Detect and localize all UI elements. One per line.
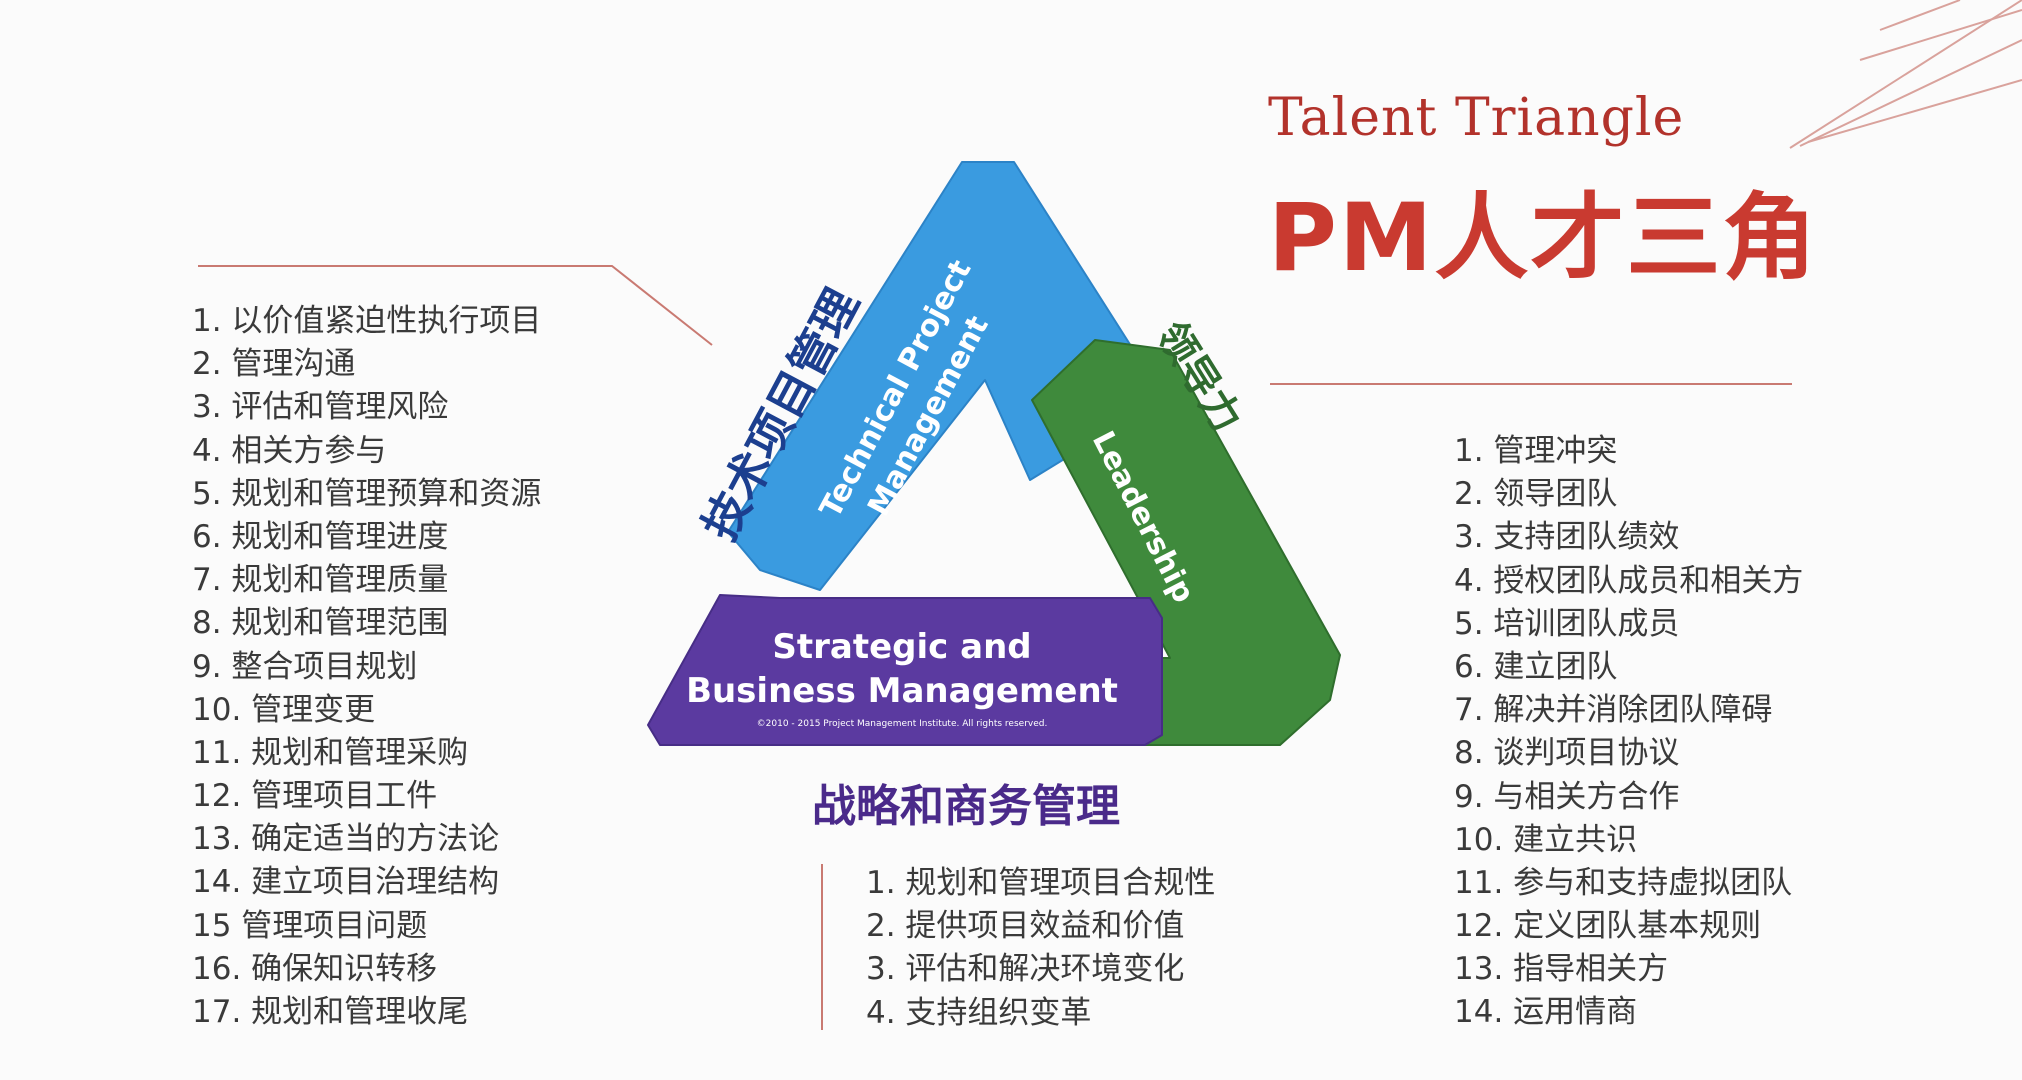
title-english: Talent Triangle (1268, 88, 1685, 148)
list-item: 11. 规划和管理采购 (192, 734, 469, 771)
title-chinese: PM人才三角 (1268, 184, 1819, 293)
label-strategic-zh: 战略和商务管理 (812, 781, 1120, 832)
copyright-text: ©2010 - 2015 Project Management Institut… (757, 719, 1048, 729)
list-item: 16. 确保知识转移 (192, 950, 438, 987)
list-item: 4. 授权团队成员和相关方 (1454, 562, 1804, 599)
list-item: 5. 规划和管理预算和资源 (192, 475, 542, 512)
list-item: 3. 支持团队绩效 (1454, 519, 1680, 556)
list-item: 3. 评估和管理风险 (192, 389, 449, 426)
list-item: 5. 培训团队成员 (1454, 605, 1680, 642)
list-item: 2. 提供项目效益和价值 (866, 908, 1185, 945)
list-item: 14. 运用情商 (1454, 994, 1638, 1031)
list-item: 9. 与相关方合作 (1454, 778, 1680, 815)
list-item: 7. 规划和管理质量 (192, 562, 449, 599)
list-item: 10. 建立共识 (1454, 821, 1638, 858)
list-item: 8. 谈判项目协议 (1454, 735, 1680, 772)
technical-segment (727, 161, 1165, 591)
list-item: 3. 评估和解决环境变化 (866, 951, 1185, 988)
list-item: 4. 支持组织变革 (866, 994, 1092, 1031)
strategic-list: 1. 规划和管理项目合规性 2. 提供项目效益和价值 3. 评估和解决环境变化 … (866, 862, 1215, 1035)
list-item: 4. 相关方参与 (192, 432, 387, 469)
list-item: 2. 领导团队 (1454, 476, 1618, 513)
list-item: 12. 管理项目工件 (192, 778, 438, 815)
list-item: 17. 规划和管理收尾 (192, 994, 469, 1030)
list-item: 6. 建立团队 (1454, 648, 1618, 685)
list-item: 1. 规划和管理项目合规性 (866, 865, 1216, 901)
list-item: 1. 以价值紧迫性执行项目 (192, 303, 542, 339)
list-item: 8. 规划和管理范围 (192, 605, 449, 642)
list-item: 1. 管理冲突 (1454, 433, 1618, 469)
list-item: 6. 规划和管理进度 (192, 518, 449, 555)
leadership-list: 1. 管理冲突 2. 领导团队 3. 支持团队绩效 4. 授权团队成员和相关方 … (1454, 430, 1803, 1035)
strategic-segment (647, 594, 1163, 746)
list-item: 10. 管理变更 (192, 691, 376, 728)
leadership-segment (1031, 339, 1341, 746)
talent-triangle: Technical Project Management Leadership … (647, 161, 1341, 746)
technical-connector (198, 265, 713, 346)
list-item: 14. 建立项目治理结构 (192, 864, 500, 901)
technical-list: 1. 以价值紧迫性执行项目 2. 管理沟通 3. 评估和管理风险 4. 相关方参… (192, 300, 541, 1034)
list-item: 11. 参与和支持虚拟团队 (1454, 864, 1793, 901)
list-item: 12. 定义团队基本规则 (1454, 908, 1762, 945)
list-item: 9. 整合项目规划 (192, 648, 418, 685)
list-item: 15 管理项目问题 (192, 907, 428, 944)
list-item: 13. 指导相关方 (1454, 951, 1669, 988)
list-item: 2. 管理沟通 (192, 346, 356, 383)
strategic-text-line1: Strategic and (772, 627, 1031, 667)
strategic-text-line2: Business Management (686, 671, 1118, 711)
list-item: 13. 确定适当的方法论 (192, 821, 500, 858)
list-item: 7. 解决并消除团队障碍 (1454, 692, 1773, 729)
